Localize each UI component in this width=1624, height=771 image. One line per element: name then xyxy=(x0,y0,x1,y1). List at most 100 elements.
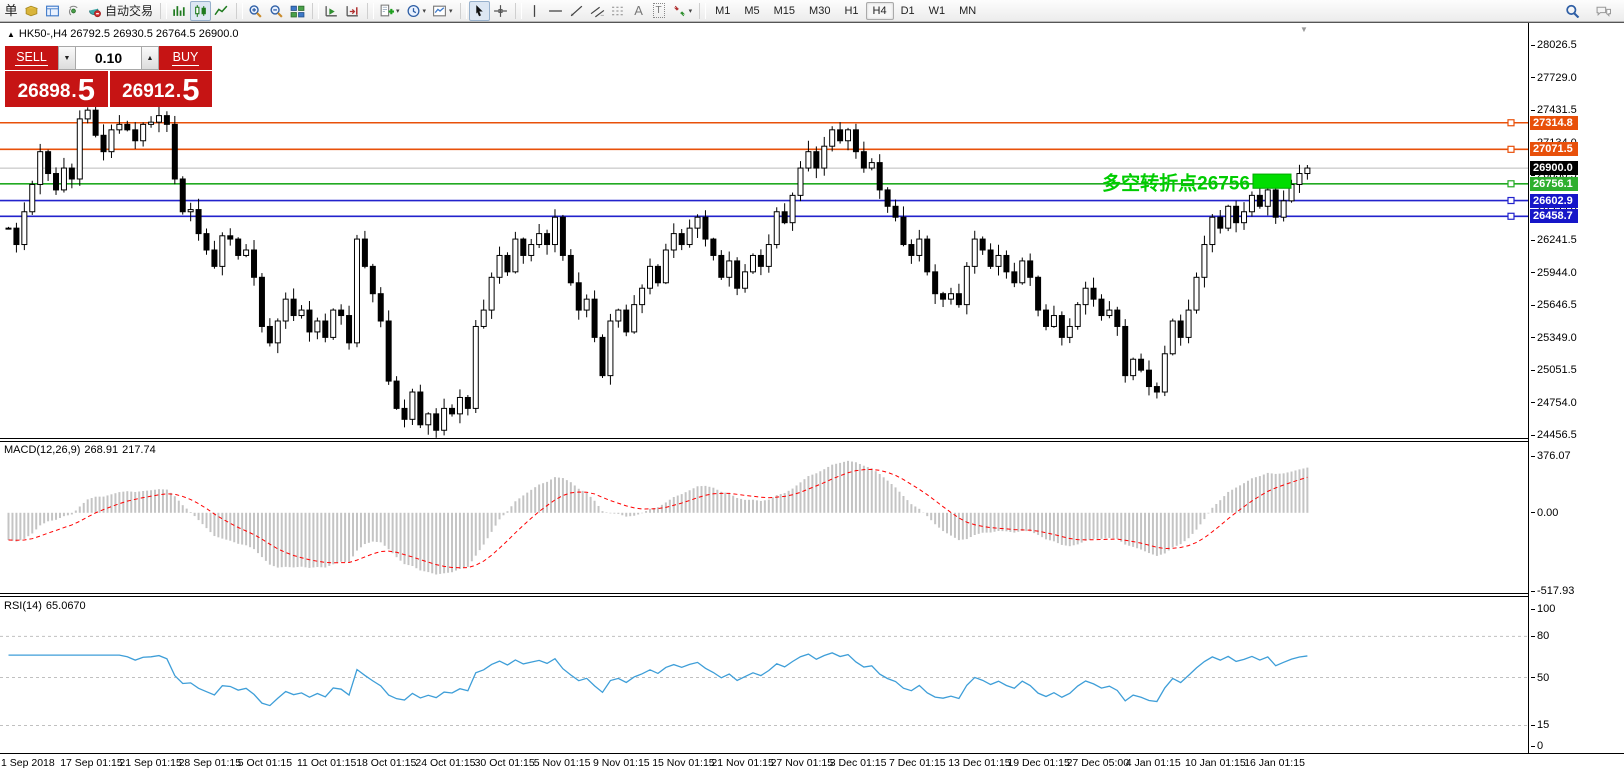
timeframe-m30[interactable]: M30 xyxy=(809,4,831,17)
time-label: 1 Sep 2018 xyxy=(1,757,55,769)
pivot-annotation[interactable]: 多空转折点26756 xyxy=(1102,171,1250,194)
arrow-objects-icon[interactable]: ▾ xyxy=(669,1,696,21)
new-chart-button[interactable]: ▾ xyxy=(376,1,403,21)
auto-scroll-icon[interactable] xyxy=(321,1,342,21)
crosshair-icon[interactable] xyxy=(490,1,511,21)
vertical-line-icon[interactable] xyxy=(524,1,545,21)
rsi-axis-label: 15 xyxy=(1531,719,1549,731)
macd-rsi-separator[interactable] xyxy=(0,593,1528,594)
macd-axis-label: -517.93 xyxy=(1531,585,1574,597)
data-window-icon[interactable] xyxy=(42,1,63,21)
macd-axis-label: 0.00 xyxy=(1531,507,1558,519)
search-icon[interactable] xyxy=(1562,1,1583,21)
rsi-label: RSI(14) 65.0670 xyxy=(4,600,86,612)
toolbar-group-cursor xyxy=(468,0,511,22)
arrow-objects-icon-dropdown-arrow[interactable]: ▾ xyxy=(688,7,693,15)
timeframe-m15[interactable]: M15 xyxy=(773,4,796,17)
toolbar-separator xyxy=(514,2,522,19)
timeframe-m5[interactable]: M5 xyxy=(744,4,760,17)
chart-macd-separator[interactable] xyxy=(0,438,1528,439)
template-button[interactable]: ▾ xyxy=(429,1,456,21)
timeframe-mn[interactable]: MN xyxy=(959,4,977,17)
line-chart-icon[interactable] xyxy=(211,1,232,21)
sell-button[interactable]: SELL xyxy=(5,46,58,70)
toolbar-group-system: 单 自动交易 xyxy=(1,0,156,22)
time-label: 28 Sep 01:15 xyxy=(178,757,242,769)
autotrading-button[interactable]: 自动交易 xyxy=(84,1,156,21)
one-click-trading-panel: SELL ▼ 0.10 ▲ BUY 26898 . 5 26912 . 5 xyxy=(5,46,212,107)
rsi-axis-label: 80 xyxy=(1531,630,1549,642)
price-tick: 26241.5 xyxy=(1531,234,1577,246)
volume-increase-button[interactable]: ▲ xyxy=(141,46,159,70)
navigator-icon[interactable] xyxy=(63,1,84,21)
price-tick: 24754.0 xyxy=(1531,397,1577,409)
candlestick-chart-icon[interactable] xyxy=(190,0,212,21)
zoom-in-icon[interactable] xyxy=(245,1,266,21)
period-selector-button[interactable]: ▾ xyxy=(403,1,430,21)
time-label: 9 Nov 01:15 xyxy=(593,757,650,769)
toolbar-group-scroll xyxy=(321,0,363,22)
price-tag-26756.1: 26756.1 xyxy=(1530,176,1578,191)
timeframe-h4[interactable]: H4 xyxy=(865,1,894,20)
price-tag-26458.7: 26458.7 xyxy=(1530,209,1578,224)
macd-indicator-chart[interactable] xyxy=(0,441,1528,593)
template-button-dropdown-arrow[interactable]: ▾ xyxy=(449,7,453,15)
time-label: 5 Oct 01:15 xyxy=(237,757,293,769)
price-tag-27071.5: 27071.5 xyxy=(1530,142,1578,157)
period-selector-button-dropdown-arrow[interactable]: ▾ xyxy=(422,7,427,15)
time-label: 5 Nov 01:15 xyxy=(533,757,591,769)
chart-shift-marker[interactable]: ▼ xyxy=(1300,25,1308,34)
time-label: 27 Nov 01:15 xyxy=(770,757,834,769)
collapse-triangle-icon[interactable]: ▲ xyxy=(7,29,15,39)
timeframe-m1[interactable]: M1 xyxy=(715,4,731,17)
text-icon[interactable]: A xyxy=(634,3,643,18)
macd-axis-label: 376.07 xyxy=(1531,450,1571,462)
timeframe-w1[interactable]: W1 xyxy=(928,4,946,17)
volume-decrease-button[interactable]: ▼ xyxy=(58,46,76,70)
price-tag-27314.8: 27314.8 xyxy=(1530,115,1578,130)
chart-title-text: HK50-,H4 26792.5 26930.5 26764.5 26900.0 xyxy=(18,28,239,40)
new-chart-button-dropdown-arrow[interactable]: ▾ xyxy=(396,7,400,15)
market-watch-icon[interactable] xyxy=(21,1,42,21)
horizontal-line-icon[interactable] xyxy=(545,1,566,21)
toolbar-separator xyxy=(160,2,168,19)
top-toolbar: 单 自动交易 ▾ ▾ ▾ A T ▾ M1 M5 M15 M30 H1 H4 D1 W1 MN xyxy=(0,0,1624,22)
main-price-chart[interactable]: 多空转折点26756 xyxy=(0,23,1528,441)
time-label: 7 Dec 01:15 xyxy=(889,757,946,769)
time-label: 3 Dec 01:15 xyxy=(829,757,887,769)
price-tag-26602.9: 26602.9 xyxy=(1530,193,1578,208)
rsi-indicator-chart[interactable] xyxy=(0,597,1528,754)
volume-input[interactable]: 0.10 xyxy=(76,46,141,70)
time-axis[interactable]: 1 Sep 2018 17 Sep 01:15 21 Sep 01:15 28 Sep… xyxy=(0,754,1624,771)
price-axis[interactable]: 28026.527729.027431.527134.026836.526539… xyxy=(1529,23,1624,753)
rsi-axis-label: 50 xyxy=(1531,672,1549,684)
time-label: 21 Nov 01:15 xyxy=(711,757,774,769)
buy-price[interactable]: 26912 . 5 xyxy=(109,71,212,107)
bar-chart-icon[interactable] xyxy=(169,1,190,21)
timeframe-group: M1 M5 M15 M30 H1 H4 D1 W1 MN xyxy=(708,0,983,22)
timeframe-d1[interactable]: D1 xyxy=(900,4,915,17)
timeframe-h1[interactable]: H1 xyxy=(844,4,859,17)
time-label: 27 Dec 05:00 xyxy=(1066,757,1130,769)
fibonacci-icon[interactable] xyxy=(608,1,629,21)
time-label: 15 Nov 01:15 xyxy=(652,757,715,769)
price-tick: 27729.0 xyxy=(1531,72,1577,84)
price-tick: 25646.5 xyxy=(1531,299,1577,311)
text-label-icon[interactable]: T xyxy=(649,1,669,21)
new-order-button[interactable]: 单 xyxy=(4,3,18,18)
cursor-icon[interactable] xyxy=(468,0,490,21)
chart-shift-icon[interactable] xyxy=(342,1,363,21)
price-tick: 25944.0 xyxy=(1531,267,1577,279)
equidistant-channel-icon[interactable] xyxy=(587,1,608,21)
tile-windows-icon[interactable] xyxy=(287,1,308,21)
price-axis-border xyxy=(1528,23,1529,753)
trendline-icon[interactable] xyxy=(566,1,587,21)
chat-icon[interactable] xyxy=(1593,1,1614,21)
toolbar-separator xyxy=(459,2,467,19)
buy-button[interactable]: BUY xyxy=(159,46,212,70)
zoom-out-icon[interactable] xyxy=(266,1,287,21)
price-tick: 25349.0 xyxy=(1531,332,1577,344)
toolbar-separator xyxy=(312,2,320,19)
sell-price[interactable]: 26898 . 5 xyxy=(5,71,108,107)
